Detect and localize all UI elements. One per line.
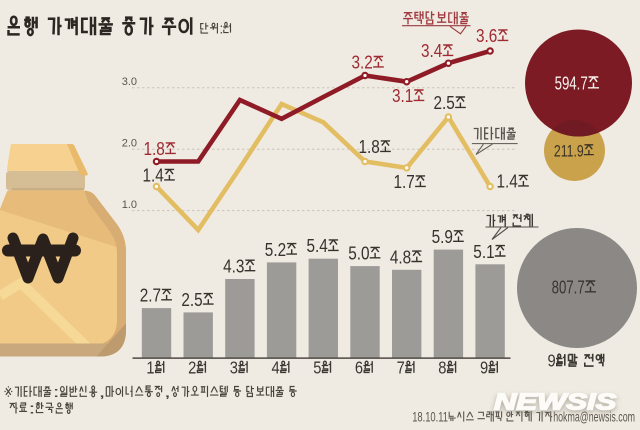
svg-text:1.0: 1.0 bbox=[122, 199, 137, 211]
svg-text:5.4: 5.4 bbox=[307, 235, 328, 256]
svg-text:2.0: 2.0 bbox=[122, 138, 137, 150]
svg-text:NEWSIS: NEWSIS bbox=[494, 388, 617, 414]
svg-text:594.7: 594.7 bbox=[555, 74, 588, 95]
svg-text:5: 5 bbox=[313, 358, 321, 378]
svg-text:2: 2 bbox=[188, 358, 196, 378]
svg-text:5.2: 5.2 bbox=[265, 239, 286, 260]
svg-text:,: , bbox=[164, 384, 171, 401]
svg-text:2.5: 2.5 bbox=[181, 289, 202, 310]
svg-text:4.8: 4.8 bbox=[390, 246, 411, 267]
svg-text:3: 3 bbox=[230, 358, 238, 378]
svg-text:1.8: 1.8 bbox=[144, 138, 165, 159]
svg-text:3.6: 3.6 bbox=[476, 25, 497, 46]
svg-text:4.3: 4.3 bbox=[223, 256, 244, 277]
svg-text:1.8: 1.8 bbox=[359, 136, 380, 157]
svg-text:5.1: 5.1 bbox=[473, 241, 494, 262]
svg-text:3.1: 3.1 bbox=[392, 85, 413, 106]
svg-text::: : bbox=[28, 400, 35, 417]
svg-text:3.4: 3.4 bbox=[421, 40, 442, 61]
svg-text::: : bbox=[53, 384, 60, 401]
svg-text:,: , bbox=[99, 384, 106, 401]
svg-text:3.2: 3.2 bbox=[352, 52, 373, 73]
svg-text:3.0: 3.0 bbox=[122, 76, 137, 88]
svg-text:5.0: 5.0 bbox=[348, 243, 369, 264]
svg-text:7: 7 bbox=[397, 358, 405, 378]
svg-text:6: 6 bbox=[355, 358, 363, 378]
svg-text:5.9: 5.9 bbox=[432, 226, 453, 247]
svg-text:1.7: 1.7 bbox=[394, 171, 415, 192]
svg-text:9: 9 bbox=[480, 358, 488, 378]
svg-text:8: 8 bbox=[438, 358, 446, 378]
svg-text:1.4: 1.4 bbox=[497, 171, 518, 192]
svg-text:4: 4 bbox=[272, 358, 280, 378]
svg-text:9: 9 bbox=[548, 351, 556, 371]
svg-text:807.7: 807.7 bbox=[552, 278, 585, 299]
svg-text:1: 1 bbox=[146, 358, 154, 378]
svg-text:18.10.11: 18.10.11 bbox=[412, 408, 448, 424]
svg-text:1.4: 1.4 bbox=[143, 165, 164, 186]
svg-text:hokma@newsis.com: hokma@newsis.com bbox=[553, 408, 635, 424]
svg-text::: : bbox=[220, 21, 223, 37]
svg-text:2.5: 2.5 bbox=[434, 92, 455, 113]
svg-text:NEWSIS: NEWSIS bbox=[494, 390, 617, 416]
svg-text:211.9: 211.9 bbox=[554, 141, 584, 160]
svg-text:2.7: 2.7 bbox=[140, 285, 161, 306]
